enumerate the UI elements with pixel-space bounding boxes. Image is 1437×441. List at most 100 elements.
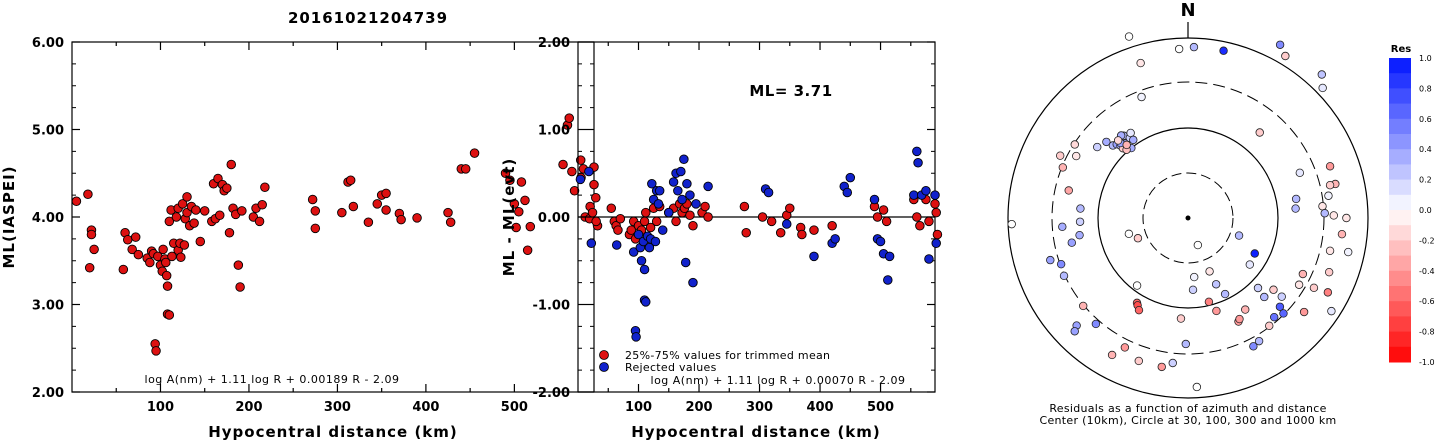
data-point xyxy=(516,177,527,187)
data-point xyxy=(176,252,186,262)
station-residual-point xyxy=(1107,350,1117,360)
data-point xyxy=(564,113,574,123)
data-point xyxy=(677,194,687,205)
data-point xyxy=(641,207,651,218)
data-point xyxy=(345,175,356,185)
colorbar-cell xyxy=(1389,88,1411,105)
data-point xyxy=(913,157,923,168)
data-point xyxy=(83,189,93,199)
colorbar-cell xyxy=(1389,179,1411,196)
data-point xyxy=(651,216,662,227)
colorbar-tick-label: -1.0 xyxy=(1419,358,1435,367)
station-residual-point xyxy=(1134,305,1144,315)
station-residual-point xyxy=(1309,283,1319,293)
colorbar-cell xyxy=(1389,73,1411,89)
colorbar-cell xyxy=(1389,331,1411,348)
station-residual-point xyxy=(1325,162,1335,171)
data-point xyxy=(700,201,710,212)
data-point xyxy=(348,201,359,212)
station-residual-point xyxy=(1337,229,1347,239)
data-point xyxy=(830,234,840,244)
circle-100km xyxy=(1097,127,1279,309)
station-residual-point xyxy=(1234,231,1244,240)
station-residual-point xyxy=(1120,343,1130,352)
station-residual-point xyxy=(1298,269,1308,279)
legend-rejected: Rejected values xyxy=(625,361,717,374)
station-residual-point xyxy=(1254,336,1264,346)
station-residual-point xyxy=(1059,271,1069,281)
station-residual-point xyxy=(1122,140,1131,150)
station-residual-point xyxy=(1277,292,1286,301)
colorbar-tick-label: -0.6 xyxy=(1419,297,1435,306)
station-residual-point xyxy=(1204,297,1214,307)
station-residual-point xyxy=(1241,305,1250,314)
station-residual-point xyxy=(1075,230,1084,240)
data-point xyxy=(182,192,192,202)
data-point xyxy=(591,192,601,203)
station-residual-point xyxy=(1318,202,1327,211)
legend-blue-marker xyxy=(599,362,609,372)
station-residual-point xyxy=(1079,301,1088,311)
data-point xyxy=(875,236,886,247)
data-point xyxy=(525,221,536,232)
data-point xyxy=(233,260,244,270)
data-point xyxy=(797,229,807,240)
x-tick-label: 200 xyxy=(685,400,712,415)
colorbar-title: Res xyxy=(1391,44,1411,55)
data-point xyxy=(511,222,521,233)
data-point xyxy=(122,234,133,245)
station-residual-point xyxy=(1329,211,1338,220)
colorbar-cell xyxy=(1389,225,1411,241)
data-point xyxy=(924,254,934,264)
data-point xyxy=(931,207,941,218)
data-point xyxy=(520,195,530,206)
y-tick-label: 3.00 xyxy=(32,299,64,314)
data-point xyxy=(680,257,691,268)
data-point xyxy=(130,232,141,242)
plot2-ylabel: ML - ML(evt) xyxy=(500,158,518,276)
data-point xyxy=(685,210,695,220)
plot2-formula: log A(nm) + 1.11 log R + 0.00070 R - 2.0… xyxy=(651,374,906,387)
data-point xyxy=(514,206,524,217)
data-point xyxy=(931,238,941,248)
ml-value-label: ML= 3.71 xyxy=(749,82,832,100)
colorbar-tick-label: 0.4 xyxy=(1419,145,1432,154)
y-tick-label: 0.00 xyxy=(538,211,570,226)
data-point xyxy=(84,263,95,273)
data-point xyxy=(685,190,695,200)
station-residual-point xyxy=(1126,128,1135,138)
data-point xyxy=(766,216,777,227)
data-point xyxy=(757,212,768,222)
station-residual-point xyxy=(1249,342,1258,351)
colorbar-cell xyxy=(1389,118,1411,135)
data-point xyxy=(118,264,129,275)
data-point xyxy=(558,159,568,170)
data-point xyxy=(827,220,837,231)
data-point xyxy=(381,205,391,215)
data-point xyxy=(586,238,597,248)
station-residual-point xyxy=(1124,32,1134,41)
station-residual-point xyxy=(1281,51,1290,61)
data-point xyxy=(641,297,651,307)
station-residual-point xyxy=(1235,314,1244,324)
data-point xyxy=(191,205,201,215)
data-point xyxy=(127,244,137,255)
data-point xyxy=(647,178,657,189)
station-residual-point xyxy=(1270,312,1279,322)
station-residual-point xyxy=(1055,151,1065,160)
data-point xyxy=(189,218,199,228)
data-point xyxy=(222,183,232,193)
data-point xyxy=(161,257,171,268)
station-residual-point xyxy=(1245,260,1255,269)
data-point xyxy=(809,251,819,262)
station-residual-point xyxy=(1324,267,1334,277)
data-point xyxy=(671,216,681,227)
x-tick-label: 300 xyxy=(746,400,773,415)
data-point xyxy=(235,282,245,292)
data-point xyxy=(215,210,225,220)
ml-iaspei-plot: 2.00 3.00 4.00 5.00 6.00 100 200 300 400 500 log… xyxy=(0,36,603,441)
data-point xyxy=(668,177,679,187)
data-point xyxy=(372,199,382,209)
data-point xyxy=(884,251,895,262)
station-residual-point xyxy=(1070,140,1079,149)
